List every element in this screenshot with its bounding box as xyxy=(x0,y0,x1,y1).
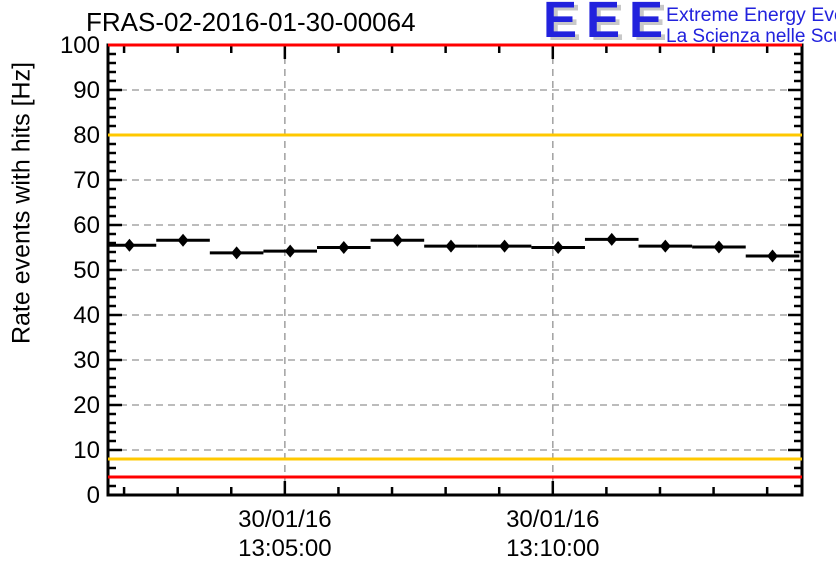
x-tick-label-date: 30/01/16 xyxy=(238,506,331,533)
y-axis-title: Rate events with hits [Hz] xyxy=(7,61,36,345)
data-marker xyxy=(231,246,243,260)
y-tick-label: 50 xyxy=(73,257,100,284)
data-marker xyxy=(499,239,511,253)
y-tick-label: 30 xyxy=(73,347,100,374)
y-tick-label: 80 xyxy=(73,122,100,149)
data-marker xyxy=(767,249,779,263)
y-tick-label: 60 xyxy=(73,212,100,239)
y-tick-label: 0 xyxy=(87,482,100,509)
y-tick-label: 10 xyxy=(73,437,100,464)
data-marker xyxy=(606,232,618,246)
x-tick-label-time: 13:05:00 xyxy=(238,535,331,562)
y-tick-label: 20 xyxy=(73,392,100,419)
y-tick-label: 90 xyxy=(73,77,100,104)
data-marker xyxy=(391,233,403,247)
data-marker xyxy=(123,238,135,252)
data-marker xyxy=(338,241,350,254)
y-tick-label: 100 xyxy=(60,32,100,59)
data-marker xyxy=(177,233,189,247)
data-marker xyxy=(284,244,296,258)
x-tick-label-time: 13:10:00 xyxy=(506,535,599,562)
chart-title: FRAS-02-2016-01-30-00064 xyxy=(86,7,416,37)
data-marker xyxy=(552,241,564,254)
data-marker xyxy=(713,240,725,254)
data-marker xyxy=(659,239,671,253)
y-tick-label: 70 xyxy=(73,167,100,194)
x-tick-label-date: 30/01/16 xyxy=(506,506,599,533)
y-tick-label: 40 xyxy=(73,302,100,329)
data-marker xyxy=(445,239,457,253)
